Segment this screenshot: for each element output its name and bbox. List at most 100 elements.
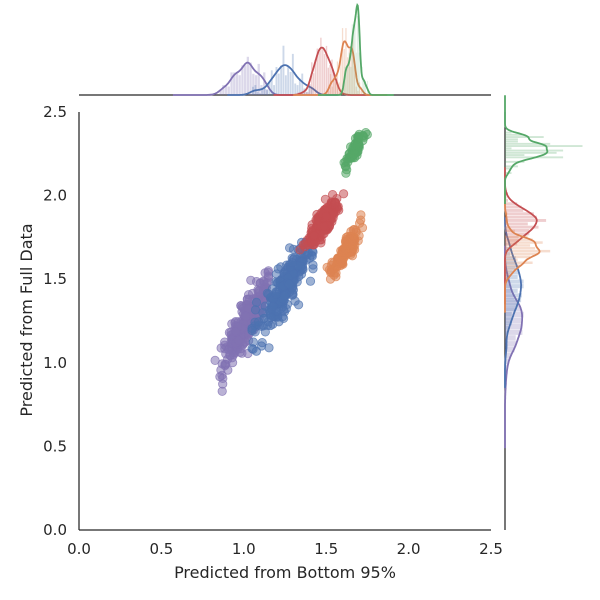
- right-histogram-bar: [505, 321, 512, 326]
- top-histogram-bar: [335, 82, 337, 95]
- right-histogram-bar: [505, 346, 515, 353]
- top-histogram-bar: [261, 88, 264, 95]
- scatter-point: [358, 131, 368, 141]
- top-histogram-bar: [270, 70, 273, 95]
- top-histogram-bar: [346, 66, 348, 95]
- top-histogram-bar: [249, 62, 252, 95]
- scatter-point: [307, 251, 317, 261]
- top-histogram-bar: [318, 51, 320, 95]
- right-histogram-bar: [505, 274, 518, 279]
- right-histogram-bar: [505, 273, 510, 276]
- top-histogram-bar: [334, 81, 337, 95]
- scatter-point: [340, 236, 351, 246]
- right-histogram-bar: [505, 288, 518, 293]
- scatter-point: [258, 307, 268, 318]
- top-histogram-bar: [354, 16, 356, 95]
- right-histogram-bar: [505, 151, 557, 154]
- right-histogram-bar: [505, 242, 507, 247]
- right-histogram-bar: [505, 325, 509, 330]
- top-histogram-bar: [222, 85, 225, 95]
- right-histogram-bar: [505, 270, 513, 273]
- right-histogram-bar: [505, 282, 510, 288]
- top-histogram-bar: [266, 90, 268, 95]
- right-histogram-bar: [505, 136, 544, 138]
- top-histogram-bar: [277, 73, 280, 95]
- y-axis-label: Predicted from Full Data: [17, 223, 36, 416]
- scatter-point: [235, 347, 245, 357]
- scatter-point: [308, 260, 318, 270]
- top-histogram-bar: [347, 57, 349, 95]
- scatter-point: [351, 141, 361, 151]
- top-histogram-bar: [357, 90, 359, 95]
- top-histogram-bar: [352, 36, 354, 95]
- scatter-series-2: [247, 237, 318, 356]
- scatter-point: [247, 343, 257, 354]
- right-histogram-bar: [505, 276, 508, 279]
- scatter-point: [271, 269, 282, 279]
- right-histogram-bar: [505, 261, 533, 264]
- top-histogram-bar: [351, 24, 353, 95]
- top-histogram-bar: [268, 81, 271, 95]
- right-histogram-bar: [505, 258, 518, 262]
- right-histogram-bar: [505, 160, 525, 163]
- right-histogram-bar: [505, 300, 519, 306]
- scatter-point: [279, 291, 290, 301]
- right-histogram-bar: [505, 242, 518, 246]
- top-histogram-bar: [350, 66, 352, 95]
- scatter-point: [231, 326, 241, 337]
- right-marginal-series-5: [504, 95, 583, 204]
- right-kde-curve: [504, 245, 524, 449]
- right-histogram-bar: [505, 293, 522, 298]
- right-histogram-bar: [505, 358, 509, 365]
- top-histogram-bar: [307, 92, 309, 95]
- right-histogram-bar: [505, 267, 515, 270]
- top-histogram-bar: [343, 49, 345, 95]
- scatter-point: [319, 221, 329, 231]
- scatter-point: [262, 278, 272, 288]
- scatter-point: [284, 279, 294, 289]
- scatter-point: [241, 311, 251, 322]
- right-histogram-bar: [505, 306, 521, 312]
- axes: 0.0 0.5 1.0 1.5 2.0 2.5 0.0 0.5 1.0 1.5 2.0 2.5: [43, 103, 503, 558]
- top-histogram-bar: [310, 86, 313, 95]
- right-histogram-bar: [505, 202, 518, 206]
- top-histogram-bar: [254, 75, 258, 95]
- top-histogram-bar: [358, 52, 360, 95]
- right-marginal-series-3: [504, 167, 547, 305]
- top-marginal-series-5: [318, 2, 394, 96]
- top-histogram-bar: [355, 52, 357, 95]
- right-histogram-bar: [505, 198, 508, 202]
- top-histogram-bar: [224, 86, 228, 95]
- scatter-point: [216, 343, 226, 353]
- top-histogram-bar: [364, 80, 365, 95]
- top-histogram-bar: [343, 80, 345, 95]
- scatter-point: [254, 317, 264, 327]
- scatter-point: [311, 215, 321, 225]
- right-kde-curve: [504, 217, 522, 388]
- top-histogram-bar: [357, 16, 359, 95]
- scatter-point: [228, 357, 238, 368]
- right-histogram-bar: [505, 270, 507, 277]
- scatter-point: [262, 320, 272, 330]
- right-histogram-bar: [505, 302, 518, 307]
- top-histogram-bar: [345, 66, 347, 95]
- scatter-point: [271, 289, 281, 299]
- right-histogram-bar: [505, 294, 515, 300]
- top-histogram-bar: [356, 16, 358, 95]
- top-histogram-bar: [333, 78, 335, 95]
- right-histogram-bar: [505, 264, 521, 267]
- top-histogram-bar: [331, 59, 333, 95]
- right-histogram-bar: [505, 329, 523, 335]
- scatter-series-4: [322, 210, 368, 284]
- y-tick-label: 0.0: [43, 521, 67, 539]
- right-histogram-bar: [505, 229, 515, 233]
- top-histogram-bar: [331, 86, 333, 95]
- top-histogram-bar: [348, 49, 351, 95]
- top-histogram-bar: [227, 86, 230, 95]
- top-histogram-bar: [296, 85, 299, 95]
- top-kde-curve: [318, 2, 394, 96]
- right-histogram-bar: [505, 335, 516, 341]
- top-histogram-bar: [344, 66, 346, 95]
- top-histogram-bar: [230, 72, 233, 95]
- right-histogram-bar: [505, 219, 547, 222]
